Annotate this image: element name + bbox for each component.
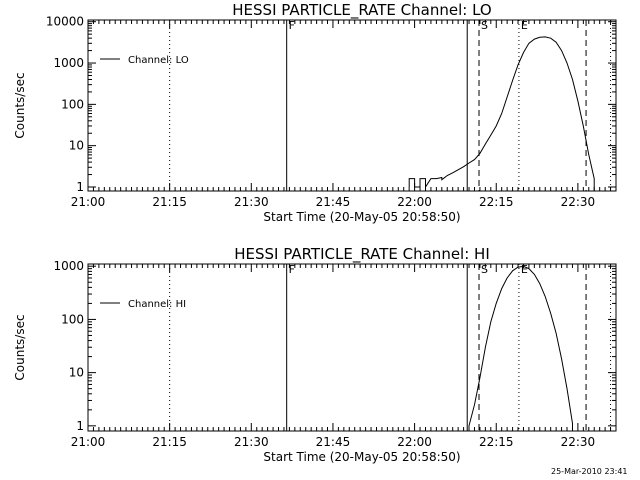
panel-hi: HESSI PARTICLE_RATE Channel: HI 21:00 21:1… xyxy=(13,245,617,464)
x-tick-label: 22:30 xyxy=(561,435,596,449)
event-marker-label: S xyxy=(481,19,488,32)
x-axis-label: Start Time (20-May-05 20:58:50) xyxy=(263,450,460,464)
event-marker-label: F xyxy=(289,263,295,276)
event-marker-label: E xyxy=(521,263,528,276)
timestamp-label: 25-Mar-2010 23:41 xyxy=(551,467,628,476)
y-tick-label: 1 xyxy=(76,419,84,433)
y-tick-label: 1000 xyxy=(53,56,84,70)
x-tick-label: 21:15 xyxy=(152,435,187,449)
x-tick-label: 21:45 xyxy=(316,195,351,209)
legend-label: Channel: HI xyxy=(128,299,186,310)
plot-frame xyxy=(87,263,617,432)
y-tick-label: 100 xyxy=(61,97,84,111)
x-tick-label: 22:00 xyxy=(397,195,432,209)
series-line xyxy=(408,36,595,191)
y-tick-label: 100 xyxy=(61,312,84,326)
chart-title: HESSI PARTICLE_RATE Channel: LO xyxy=(232,1,491,20)
event-marker-label: E xyxy=(521,19,528,32)
chart-title: HESSI PARTICLE_RATE Channel: HI xyxy=(234,245,490,264)
series-line xyxy=(468,265,573,431)
y-tick-label: 10 xyxy=(69,139,84,153)
x-tick-label: 21:30 xyxy=(234,435,269,449)
event-marker-label: S xyxy=(481,263,488,276)
y-tick-label: 10 xyxy=(69,366,84,380)
y-tick-label: 10000 xyxy=(46,15,84,29)
y-tick-label: 1000 xyxy=(53,259,84,273)
x-tick-label: 22:15 xyxy=(479,195,514,209)
plot-frame xyxy=(87,19,617,192)
y-axis-label: Counts/sec xyxy=(13,314,27,380)
x-tick-label: 21:15 xyxy=(152,195,187,209)
x-tick-label: 21:30 xyxy=(234,195,269,209)
y-axis-label: Counts/sec xyxy=(13,72,27,138)
x-tick-label: 22:30 xyxy=(561,195,596,209)
event-marker-label: F xyxy=(289,19,295,32)
x-axis-label: Start Time (20-May-05 20:58:50) xyxy=(263,210,460,224)
x-tick-label: 21:00 xyxy=(71,195,106,209)
x-tick-label: 22:15 xyxy=(479,435,514,449)
x-tick-label: 21:45 xyxy=(316,435,351,449)
x-tick-label: 22:00 xyxy=(397,435,432,449)
y-tick-label: 1 xyxy=(76,180,84,194)
legend-label: Channel: LO xyxy=(128,55,189,66)
panel-lo: HESSI PARTICLE_RATE Channel: LO 21:00 21:1… xyxy=(13,1,617,224)
x-tick-label: 21:00 xyxy=(71,435,106,449)
